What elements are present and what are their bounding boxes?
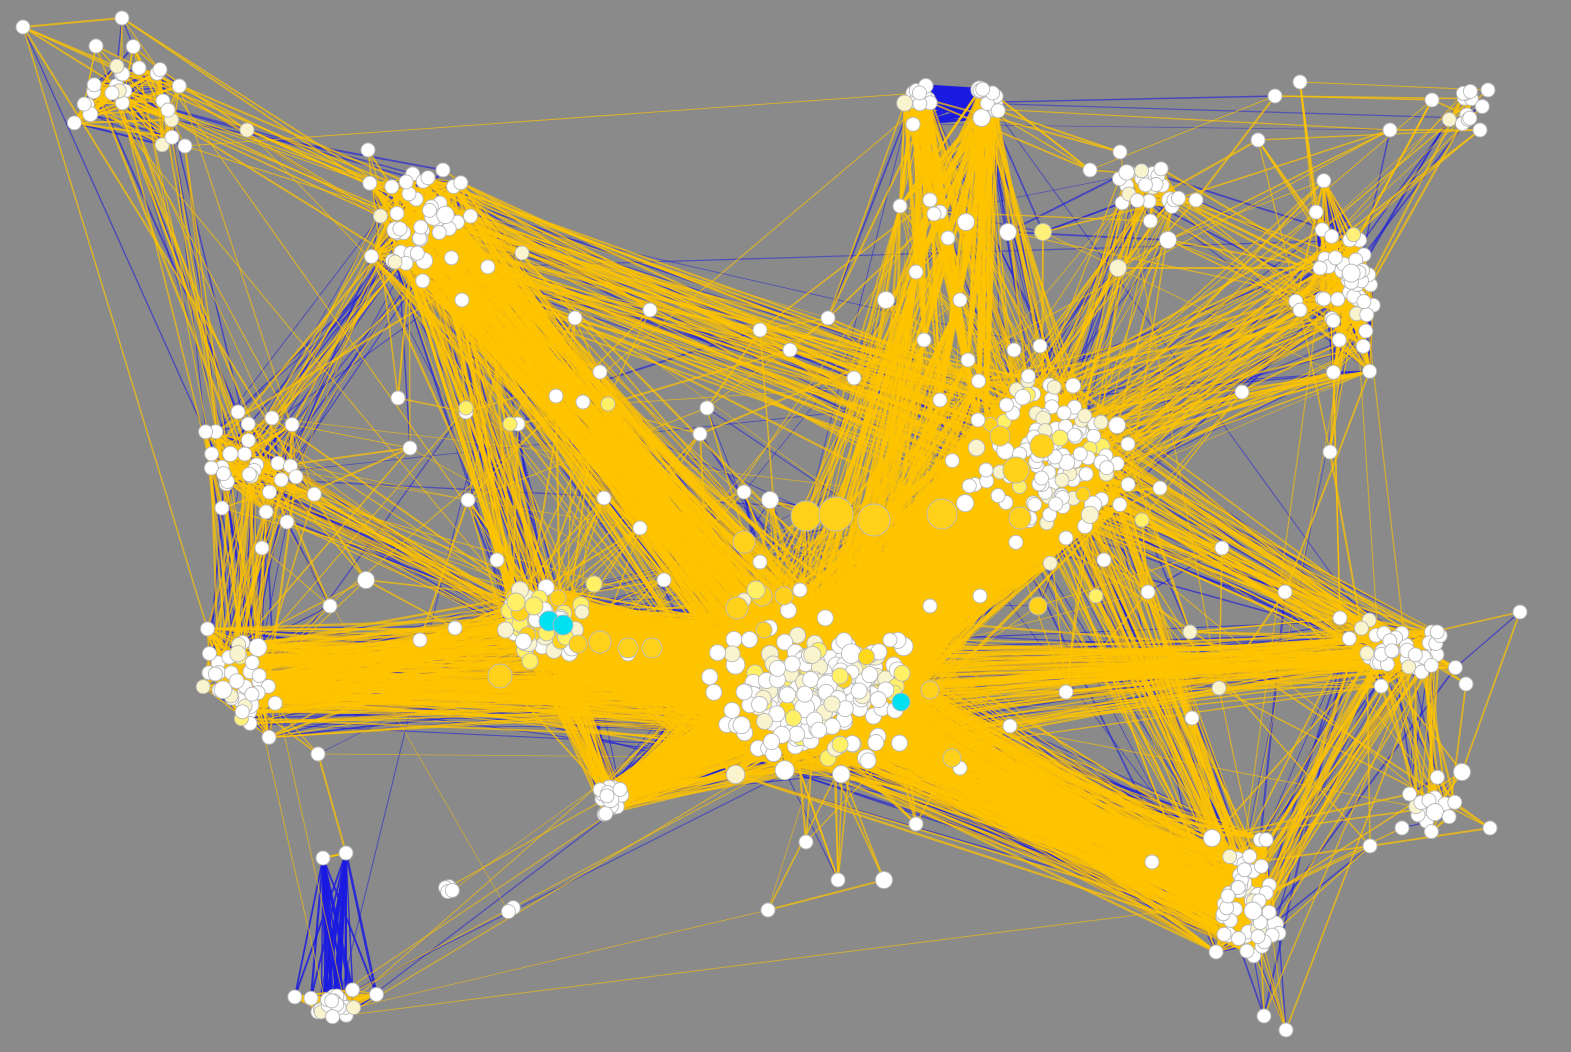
negative-edge [321,857,355,1008]
negative-edge [293,857,324,998]
negative-edge [251,511,267,663]
negative-edge [344,852,378,995]
negative-edge [74,121,163,146]
negative-edge [344,852,348,1008]
negative-edge [293,852,347,998]
negative-edge [345,852,355,1008]
negative-edge [90,113,173,138]
negative-edge [309,857,325,999]
